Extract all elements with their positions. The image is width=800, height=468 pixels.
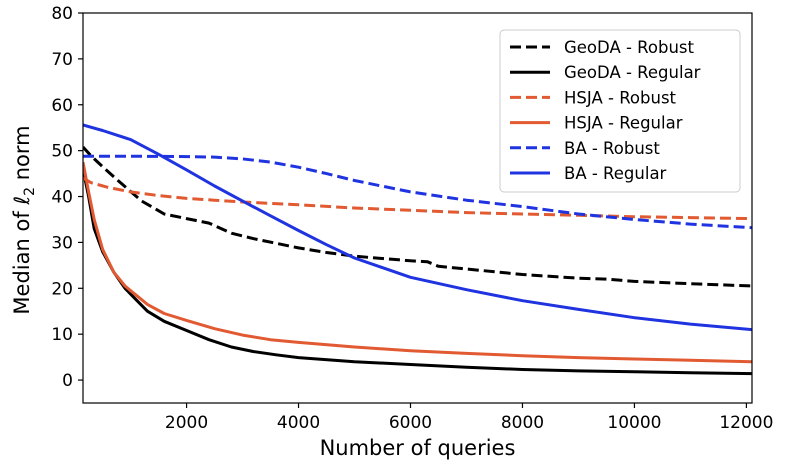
y-axis-label: Median of ℓ2 norm xyxy=(10,125,38,314)
legend-label: GeoDA - Regular xyxy=(564,63,701,82)
series-line-geoda-robust xyxy=(83,145,752,288)
plot-frame xyxy=(82,12,753,404)
x-axis-label: Number of queries xyxy=(320,436,516,460)
y-tick-label: 40 xyxy=(51,188,73,208)
y-axis-label-prefix: Median of xyxy=(10,205,34,315)
x-tick-label: 8000 xyxy=(501,413,544,433)
series-line-ba-robust xyxy=(83,154,752,230)
x-tick-label: 2000 xyxy=(165,413,208,433)
y-tick-label: 80 xyxy=(51,4,73,24)
legend-box xyxy=(499,29,741,193)
series-line-ba-regular xyxy=(83,123,752,332)
y-tick-label: 50 xyxy=(51,142,73,162)
y-tick-label: 30 xyxy=(51,233,73,253)
y-tick-label: 70 xyxy=(51,50,73,70)
legend-label: BA - Robust xyxy=(564,139,660,158)
y-tick-label: 20 xyxy=(51,279,73,299)
x-axis: 2000 4000 6000 8000 10000 12000 xyxy=(165,403,773,433)
x-tick-label: 10000 xyxy=(607,413,661,433)
y-axis: 0 10 20 30 40 50 60 70 80 xyxy=(51,4,83,391)
x-tick-label: 6000 xyxy=(389,413,432,433)
y-tick-label: 10 xyxy=(51,325,73,345)
x-tick-label: 4000 xyxy=(277,413,320,433)
legend-label: HSJA - Robust xyxy=(564,88,677,107)
legend: GeoDA - Robust GeoDA - Regular HSJA - Robu… xyxy=(499,29,741,193)
series-line-hsja-regular xyxy=(83,161,752,364)
legend-label: BA - Regular xyxy=(564,164,667,183)
y-tick-label: 0 xyxy=(62,371,73,391)
legend-label: HSJA - Regular xyxy=(564,114,683,133)
y-axis-label-subscript: 2 xyxy=(22,187,38,196)
series-layer xyxy=(83,123,752,376)
y-tick-label: 60 xyxy=(51,96,73,116)
legend-label: GeoDA - Robust xyxy=(564,38,695,57)
y-axis-label-suffix: norm xyxy=(10,125,34,187)
x-tick-label: 12000 xyxy=(719,413,773,433)
y-axis-label-symbol: ℓ xyxy=(10,196,34,206)
series-line-geoda-regular xyxy=(83,168,752,376)
